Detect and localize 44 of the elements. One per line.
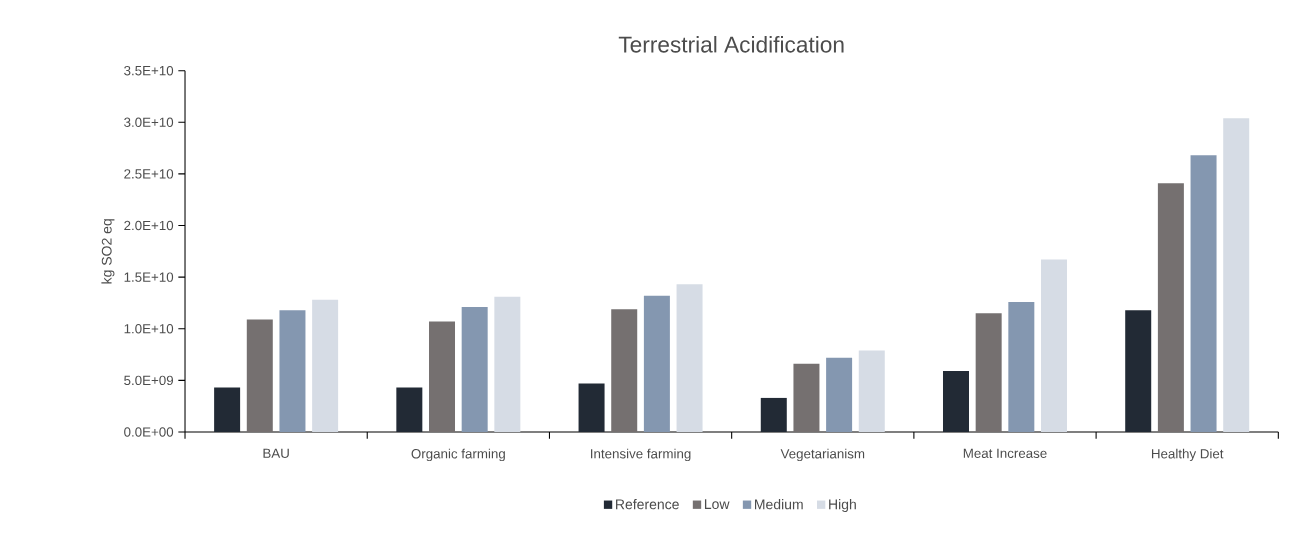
bar	[1041, 259, 1067, 432]
bar	[494, 296, 521, 432]
bar	[429, 321, 456, 432]
bar	[760, 397, 787, 432]
bar	[643, 295, 670, 432]
bar	[943, 371, 969, 432]
y-axis-title: kg SO2 eq	[101, 219, 115, 284]
bar	[396, 387, 423, 432]
bar	[214, 387, 241, 432]
chart-title: Terrestrial Acidification	[618, 35, 844, 53]
bar	[1190, 155, 1217, 432]
legend-label: High	[829, 499, 856, 513]
bar	[975, 313, 1002, 432]
bar	[461, 307, 488, 432]
bar	[1008, 301, 1035, 432]
y-tick-label: 1.0E+10	[124, 324, 174, 334]
legend-label: Reference	[616, 499, 679, 510]
bar	[1157, 183, 1184, 432]
bar	[1125, 310, 1152, 432]
bar	[611, 309, 638, 432]
bar	[578, 383, 605, 432]
x-tick-label: Organic farming	[411, 448, 505, 462]
y-tick-label: 3.0E+10	[124, 117, 174, 127]
bar	[279, 310, 306, 432]
x-tick-label: Intensive farming	[591, 448, 691, 462]
bar	[246, 319, 273, 432]
bar	[858, 350, 885, 432]
bar	[1223, 118, 1250, 432]
x-tick-label: Vegetarianism	[780, 448, 865, 462]
x-tick-label: BAU	[263, 448, 289, 458]
bar	[676, 284, 703, 432]
bar	[826, 357, 853, 432]
y-tick-label: 0.0E+00	[124, 427, 174, 437]
x-tick-label: Healthy Diet	[1151, 448, 1224, 462]
y-tick-label: 2.0E+10	[124, 220, 174, 231]
bar	[312, 299, 339, 432]
y-tick-label: 2.5E+10	[124, 169, 174, 179]
bar	[793, 363, 820, 432]
y-tick-label: 3.5E+10	[124, 65, 174, 76]
x-tick-label: Meat Increase	[963, 448, 1047, 458]
legend-label: Low	[704, 499, 730, 510]
y-tick-label: 1.5E+10	[124, 272, 174, 282]
y-tick-label: 5.0E+09	[124, 375, 174, 386]
legend-label: Medium	[755, 499, 803, 510]
